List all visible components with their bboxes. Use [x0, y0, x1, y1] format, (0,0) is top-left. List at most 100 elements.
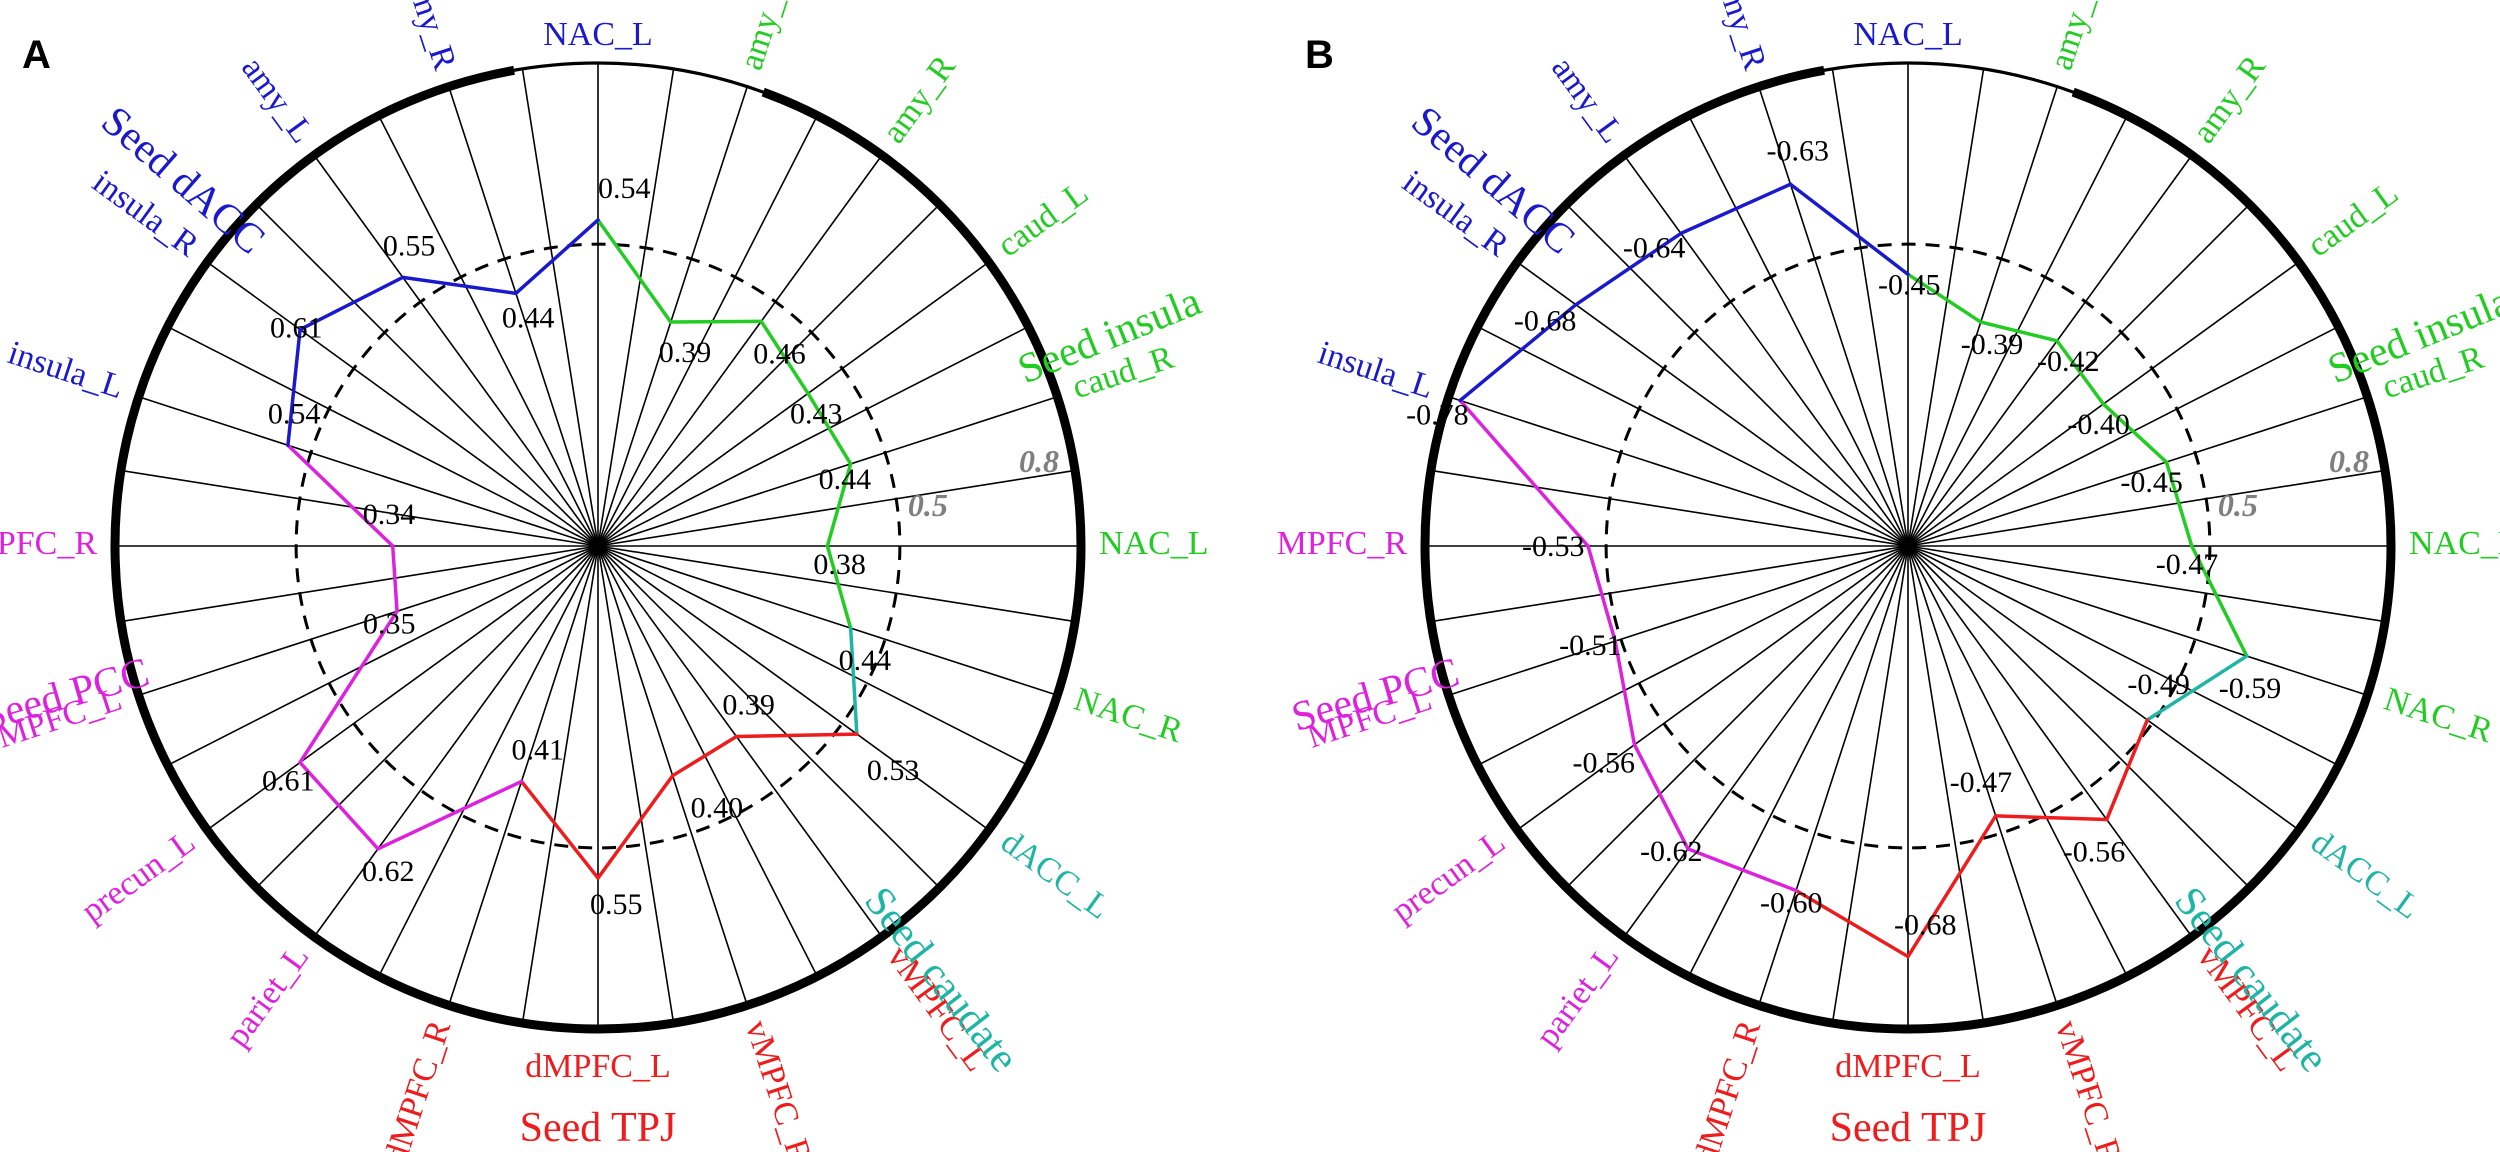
data-label: -0.56	[1572, 747, 1635, 780]
seed-label: Seed caudate	[855, 879, 1027, 1081]
data-label: -0.39	[1961, 328, 2024, 361]
series-segment	[2055, 339, 2106, 406]
axis-label: amy_L	[1544, 50, 1631, 150]
spoke-line	[1907, 545, 2386, 623]
data-label: 0.35	[363, 607, 416, 640]
data-label: 0.44	[502, 301, 555, 334]
spoke-line	[597, 545, 818, 977]
axis-label: NAC_R	[1070, 681, 1188, 751]
data-label: 0.53	[867, 754, 920, 787]
axis-label: vMPFC_R	[738, 1016, 819, 1152]
outer-arc-right	[761, 87, 1086, 1005]
axis-label: caud_L	[991, 174, 1095, 264]
series-segment	[596, 773, 675, 880]
data-label: -0.45	[1878, 268, 1941, 301]
axis-label: amy_R	[1708, 0, 1774, 75]
dashed-ring-0.5	[294, 242, 902, 850]
panel-label: A	[22, 33, 51, 77]
series-segment	[1788, 182, 1910, 277]
axis-label: MPFC_R	[1277, 525, 1408, 562]
spoke-line	[313, 545, 599, 938]
seed-label: Seed caudate	[2165, 879, 2337, 1081]
outer-arc-bottom	[1741, 995, 2075, 1034]
spoke-line	[1688, 115, 1909, 547]
axis-label: precun_L	[75, 823, 202, 930]
series-segment	[806, 391, 853, 466]
axis-label: NAC_L	[1099, 525, 1209, 562]
spoke-line	[1477, 326, 1909, 547]
data-label: 0.54	[598, 172, 651, 205]
spoke-line	[378, 115, 599, 547]
axis-label: vMPFC_R	[2048, 1016, 2129, 1152]
spoke-line	[1907, 203, 2251, 547]
series-segment	[401, 275, 518, 296]
ring-label-0.8: 0.8	[1019, 443, 1059, 479]
spoke-line	[597, 115, 818, 547]
spoke-line	[378, 545, 599, 977]
series-segment	[1906, 814, 1998, 959]
spoke-line	[1430, 469, 1909, 547]
axis-label: pariet_L	[219, 939, 317, 1054]
series-segment	[848, 626, 859, 736]
outer-arc-top-left	[139, 65, 515, 383]
spoke-line	[521, 545, 599, 1024]
data-label: -0.68	[1514, 305, 1577, 338]
spoke-line	[597, 261, 990, 547]
series-segment	[286, 327, 302, 448]
data-label: -0.49	[2127, 668, 2190, 701]
series-segment	[669, 319, 763, 324]
data-label: 0.38	[813, 548, 866, 581]
ring-label-0.8: 0.8	[2329, 443, 2369, 479]
series-segment	[2164, 460, 2194, 548]
spoke-line	[597, 154, 883, 547]
data-label: -0.42	[2037, 345, 2100, 378]
data-label: 0.34	[363, 498, 416, 531]
ring-label-0.5: 0.5	[2218, 487, 2258, 523]
axis-label: caud_L	[2301, 174, 2405, 264]
spoke-line	[1907, 469, 2386, 547]
spoke-line	[206, 545, 599, 831]
series-segment	[298, 760, 380, 851]
spoke-line	[120, 469, 599, 547]
series-segment	[1679, 182, 1793, 236]
axis-label: NAC_L	[543, 16, 653, 53]
data-label: 0.39	[659, 336, 712, 369]
data-label: 0.44	[819, 463, 872, 496]
spoke-line	[206, 261, 599, 547]
panel-label: B	[1305, 33, 1334, 77]
spoke-line	[1565, 203, 1909, 547]
series-segment	[1686, 847, 1798, 893]
outer-arc-top-left	[1449, 65, 1825, 383]
spoke-line	[1907, 326, 2339, 547]
spoke-line	[167, 545, 599, 766]
spoke-line	[1565, 545, 1909, 889]
axis-label: dMPFC_L	[525, 1048, 671, 1085]
data-label: 0.44	[839, 644, 892, 677]
spoke-line	[1907, 545, 2128, 977]
data-label: 0.61	[262, 764, 315, 797]
spoke-line	[1516, 261, 1909, 547]
spoke-line	[597, 545, 1029, 766]
spoke-line	[1757, 86, 1909, 547]
data-label: 0.54	[268, 397, 321, 430]
axis-label: NAC_L	[1853, 16, 1963, 53]
axis-label: insula_L	[1313, 334, 1438, 406]
spoke-line	[1430, 545, 1909, 623]
spoke-line	[1907, 545, 2193, 938]
spoke-line	[521, 68, 599, 547]
data-label: -0.47	[1950, 766, 2013, 799]
ring-label-0.5: 0.5	[908, 487, 948, 523]
spoke-line	[255, 203, 599, 547]
seed-label: Seed TPJ	[1830, 1105, 1987, 1151]
spoke-line	[167, 326, 599, 547]
spoke-line	[597, 326, 1029, 547]
data-label: -0.59	[2219, 672, 2282, 705]
spoke-line	[1907, 545, 2339, 766]
dashed-ring-0.5	[1604, 242, 2212, 850]
data-label: -0.63	[1766, 134, 1829, 167]
data-label: 0.55	[590, 888, 643, 921]
series-segment	[825, 544, 853, 630]
spoke-line	[1477, 545, 1909, 766]
spoke-line	[138, 545, 599, 697]
